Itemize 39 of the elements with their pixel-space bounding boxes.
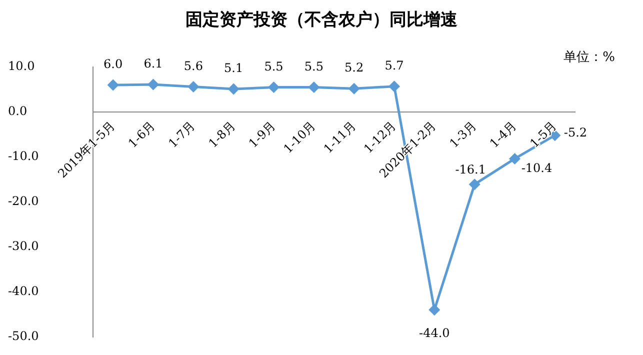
point <box>429 304 440 316</box>
data-label: 5.6 <box>184 58 203 73</box>
data-label: -10.4 <box>521 160 552 175</box>
point <box>389 81 400 92</box>
y-tick-label: -20.0 <box>8 194 39 208</box>
data-label: 5.5 <box>304 59 324 74</box>
point <box>148 79 158 90</box>
data-label: -44.0 <box>419 326 450 340</box>
data-label: 5.1 <box>224 61 244 76</box>
point <box>188 82 199 92</box>
point <box>228 84 239 94</box>
point <box>308 82 320 92</box>
x-tick-label: 1-3月 <box>446 118 479 151</box>
point <box>268 82 279 92</box>
data-label: 6.0 <box>104 57 123 72</box>
x-tick-label: 1-8月 <box>206 118 238 151</box>
x-tick-label: 1-4月 <box>487 118 520 151</box>
x-tick-label: 1-9月 <box>246 118 278 151</box>
data-label: 5.2 <box>344 60 364 75</box>
data-label: -16.1 <box>455 162 486 176</box>
point <box>469 179 480 190</box>
y-tick-label: 10.0 <box>8 59 35 74</box>
data-label: 5.7 <box>384 58 404 72</box>
data-label: 5.5 <box>264 59 284 74</box>
x-tick-label: 1-5月 <box>527 118 560 151</box>
x-tick-label: 1-7月 <box>166 118 198 151</box>
text: 单位：% <box>564 49 615 66</box>
point <box>348 83 360 94</box>
point <box>108 80 118 90</box>
chart-title: 固定资产投资（不含农户）同比增速 <box>184 9 458 31</box>
y-tick-label: -30.0 <box>8 238 39 253</box>
x-tick-label: 1-6月 <box>126 118 158 151</box>
y-tick-label: -40.0 <box>8 284 39 298</box>
y-tick-label: -10.0 <box>8 149 39 164</box>
y-tick-label: -50.0 <box>8 328 39 343</box>
data-label: -5.2 <box>564 125 588 140</box>
point <box>510 153 520 164</box>
data-label: 6.1 <box>144 56 163 71</box>
y-tick-label: 0.0 <box>8 104 28 118</box>
